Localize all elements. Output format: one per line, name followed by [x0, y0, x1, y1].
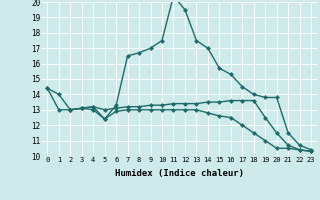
X-axis label: Humidex (Indice chaleur): Humidex (Indice chaleur) [115, 169, 244, 178]
